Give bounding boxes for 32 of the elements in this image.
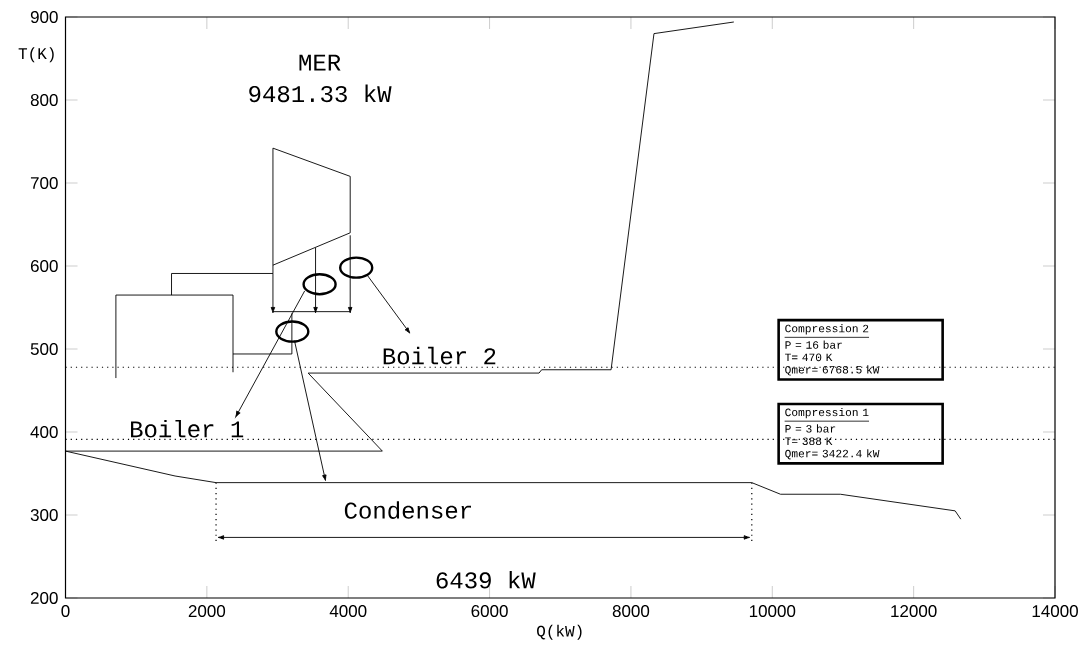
annotation: Compression 2 bbox=[785, 324, 869, 335]
y-tick-label: 700 bbox=[30, 177, 58, 190]
y-tick-label: 400 bbox=[30, 426, 58, 439]
x-tick-label: 8000 bbox=[612, 605, 650, 618]
annotation: Qmer= 6768.5 kW bbox=[785, 365, 880, 376]
y-axis-title: T(K) bbox=[18, 47, 54, 63]
y-tick-label: 500 bbox=[30, 343, 58, 356]
annotation: Boiler 1 bbox=[131, 419, 244, 438]
x-tick-label: 4000 bbox=[329, 605, 367, 618]
annotation: 9481.33 kW bbox=[249, 84, 392, 103]
annotation: P = 16 bar bbox=[785, 340, 842, 349]
annotation: Boiler 2 bbox=[383, 346, 496, 365]
x-axis-title: Q(kW) bbox=[537, 624, 582, 640]
x-tick-label: 10000 bbox=[749, 605, 796, 618]
y-tick-label: 200 bbox=[30, 591, 58, 605]
y-tick-label: 800 bbox=[30, 94, 58, 107]
annotation: Condenser bbox=[344, 501, 471, 519]
annotation: T= 388 K bbox=[785, 437, 833, 445]
annotation: Compression 1 bbox=[785, 407, 869, 419]
annotation: T= 470 K bbox=[785, 353, 833, 362]
annotation: 6439 kW bbox=[436, 570, 536, 589]
x-tick-label: 6000 bbox=[471, 605, 508, 618]
x-tick-label: 12000 bbox=[891, 605, 937, 618]
x-tick-label: 14000 bbox=[1032, 605, 1078, 618]
x-tick-label: 0 bbox=[61, 605, 70, 618]
y-tick-label: 600 bbox=[30, 260, 58, 273]
x-tick-label: 2000 bbox=[188, 605, 226, 618]
annotation: Qmer= 3422.4 kW bbox=[785, 449, 880, 460]
annotation: MER bbox=[299, 54, 341, 71]
y-tick-label: 300 bbox=[30, 508, 58, 522]
annotation: P = 3 bar bbox=[785, 424, 836, 433]
y-tick-label: 900 bbox=[30, 11, 58, 24]
